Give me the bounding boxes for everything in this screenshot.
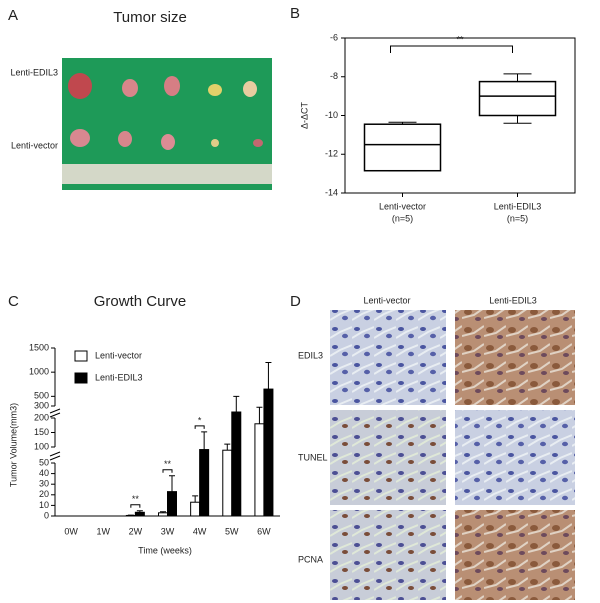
micrographs <box>330 310 575 600</box>
bar <box>158 512 168 517</box>
bar <box>231 411 242 517</box>
y-axis-label: Tumor Volume(mm3) <box>8 403 18 487</box>
bar <box>199 449 210 517</box>
significance-bracket <box>162 469 173 473</box>
bar <box>190 501 201 517</box>
axis-break <box>49 412 61 418</box>
ruler <box>62 164 272 184</box>
y-tick-label: 20 <box>39 489 49 499</box>
significance-label: ** <box>456 34 464 44</box>
panel-letter: D <box>290 293 301 310</box>
y-tick-label: 500 <box>34 391 49 401</box>
axis-break <box>49 451 61 457</box>
error-bar <box>160 511 166 513</box>
y-tick-label: 40 <box>39 468 49 478</box>
significance-label: ** <box>164 459 172 469</box>
x-tick-label: 2W <box>129 526 143 536</box>
box <box>363 123 442 172</box>
y-tick-label: -12 <box>325 149 338 159</box>
column-label: Lenti-vector <box>363 295 410 305</box>
y-tick-label: 1000 <box>29 367 49 377</box>
x-tick-label: 1W <box>96 526 110 536</box>
bar <box>254 423 265 517</box>
axis-break <box>49 408 61 414</box>
error-bar <box>201 431 208 450</box>
axis-break <box>49 455 61 461</box>
row-label: EDIL3 <box>298 350 323 360</box>
bar <box>263 388 274 517</box>
bar <box>134 511 145 517</box>
significance-bracket <box>194 425 205 429</box>
y-tick-label: -8 <box>330 71 338 81</box>
error-bar <box>265 362 272 390</box>
error-bar <box>224 443 231 451</box>
panel-letter: B <box>290 5 300 22</box>
significance-bracket <box>130 504 141 508</box>
error-bar <box>136 510 143 513</box>
row-label: Lenti-EDIL3 <box>10 67 58 77</box>
panel-letter: A <box>8 7 18 24</box>
y-tick-label: 300 <box>34 400 49 410</box>
y-tick-label: 100 <box>34 441 49 451</box>
row-label: TUNEL <box>298 452 328 462</box>
bar <box>222 449 233 517</box>
x-tick-label: Lenti-EDIL3 <box>494 201 542 211</box>
significance-label: * <box>198 415 202 425</box>
y-tick-label: 1500 <box>29 342 49 352</box>
y-axis-label: Δ-ΔCT <box>299 101 309 129</box>
chart-title: Growth Curve <box>94 293 187 310</box>
x-tick-label: 6W <box>257 526 271 536</box>
y-tick-label: 10 <box>39 500 49 510</box>
y-tick-label: 200 <box>34 412 49 422</box>
y-tick-label: 30 <box>39 479 49 489</box>
x-tick-note: (n=5) <box>507 213 528 223</box>
x-tick-label: 3W <box>161 526 175 536</box>
error-bar <box>256 406 263 424</box>
legend-swatch <box>74 372 88 384</box>
legend-label: Lenti-EDIL3 <box>95 372 143 382</box>
tumors <box>68 73 263 150</box>
error-bar <box>233 395 240 412</box>
column-label: Lenti-EDIL3 <box>489 295 537 305</box>
y-tick-label: 0 <box>44 510 49 520</box>
y-tick-label: -14 <box>325 187 338 197</box>
x-tick-label: 0W <box>64 526 78 536</box>
y-tick-label: -6 <box>330 32 338 42</box>
row-label: PCNA <box>298 554 323 564</box>
panel-letter: C <box>8 293 19 310</box>
bar <box>167 491 177 517</box>
y-tick-label: 50 <box>39 457 49 467</box>
x-tick-label: 5W <box>225 526 239 536</box>
error-bar <box>169 475 175 492</box>
significance-label: ** <box>132 494 140 504</box>
y-tick-label: -10 <box>325 110 338 120</box>
row-label: Lenti-vector <box>11 140 58 150</box>
x-tick-label: Lenti-vector <box>379 201 426 211</box>
significance-bracket <box>390 45 513 53</box>
x-tick-note: (n=5) <box>392 213 413 223</box>
x-axis-label: Time (weeks) <box>138 545 192 555</box>
legend-label: Lenti-vector <box>95 350 142 360</box>
error-bar <box>192 495 199 503</box>
legend-swatch <box>74 350 88 362</box>
panel-title: Tumor size <box>113 9 187 26</box>
box <box>478 80 557 117</box>
x-tick-label: 4W <box>193 526 207 536</box>
y-tick-label: 150 <box>34 427 49 437</box>
